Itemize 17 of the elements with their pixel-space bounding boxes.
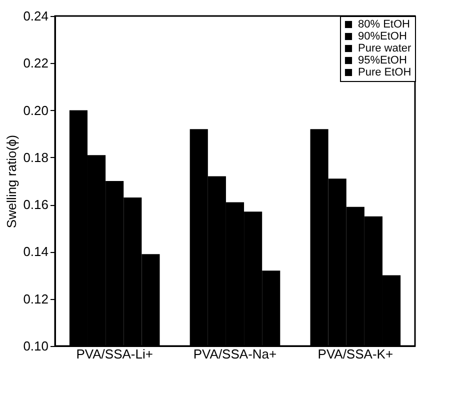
x-tick-label: PVA/SSA-K+ <box>318 346 394 362</box>
legend-label: 95%EtOH <box>358 54 407 66</box>
y-axis-title: Swelling ratio(ϕ) <box>4 134 20 228</box>
legend-label: Pure water <box>358 42 412 54</box>
y-tick-label: 0.14 <box>23 244 48 260</box>
y-tick-label: 0.10 <box>23 338 48 354</box>
y-tick-label: 0.20 <box>23 102 48 118</box>
x-tick-label: PVA/SSA-Li+ <box>76 346 153 362</box>
x-tick-label: PVA/SSA-Na+ <box>193 346 277 362</box>
y-tick-label: 0.12 <box>23 291 48 306</box>
legend-label: 90%EtOH <box>358 30 407 42</box>
y-tick-label: 0.22 <box>23 56 48 71</box>
legend-label: 80% EtOH <box>358 18 410 30</box>
y-tick-label: 0.24 <box>23 8 48 24</box>
y-tick-label: 0.18 <box>23 150 48 165</box>
y-tick-label: 0.16 <box>23 197 48 212</box>
legend-label: Pure EtOH <box>358 66 412 78</box>
